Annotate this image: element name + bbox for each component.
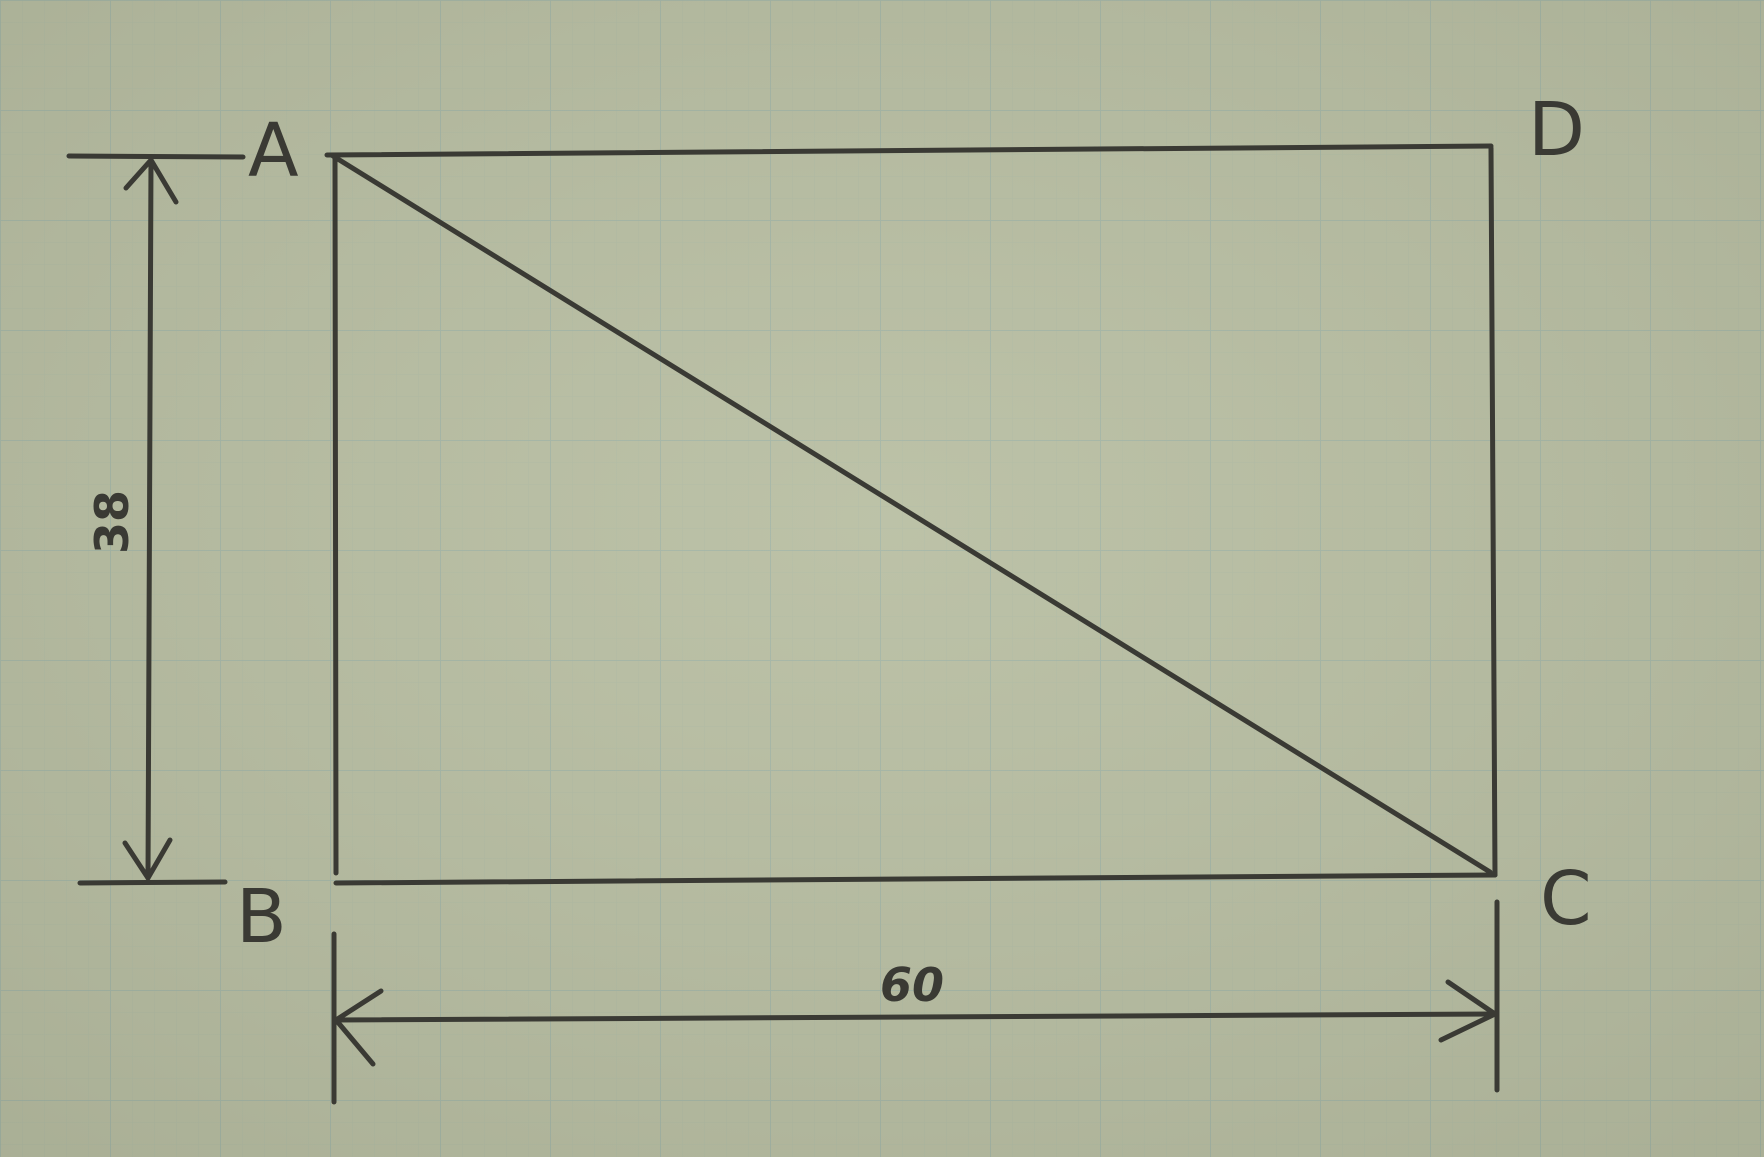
height-arrow-bottom bbox=[122, 837, 173, 881]
height-dimension-line bbox=[145, 157, 154, 881]
height-dimension-label: 38 bbox=[85, 490, 139, 554]
edge-bc bbox=[333, 872, 1498, 886]
extension-line-bottom bbox=[77, 879, 228, 886]
vertex-label-a: A bbox=[248, 108, 299, 194]
vertex-label-c: C bbox=[1540, 856, 1592, 942]
height-arrow-top bbox=[123, 157, 179, 205]
diagonal-ac bbox=[330, 153, 1493, 875]
width-dimension-label: 60 bbox=[880, 958, 944, 1012]
edge-ab bbox=[332, 152, 339, 876]
vertex-label-d: D bbox=[1528, 87, 1585, 173]
extension-line-top bbox=[66, 153, 246, 160]
width-dimension-line bbox=[333, 1011, 1498, 1023]
edge-cd bbox=[1488, 145, 1498, 878]
edge-ad bbox=[324, 143, 1494, 158]
width-arrow-right bbox=[1438, 979, 1498, 1043]
width-arrow-left bbox=[333, 988, 384, 1067]
vertex-label-b: B bbox=[236, 874, 287, 960]
